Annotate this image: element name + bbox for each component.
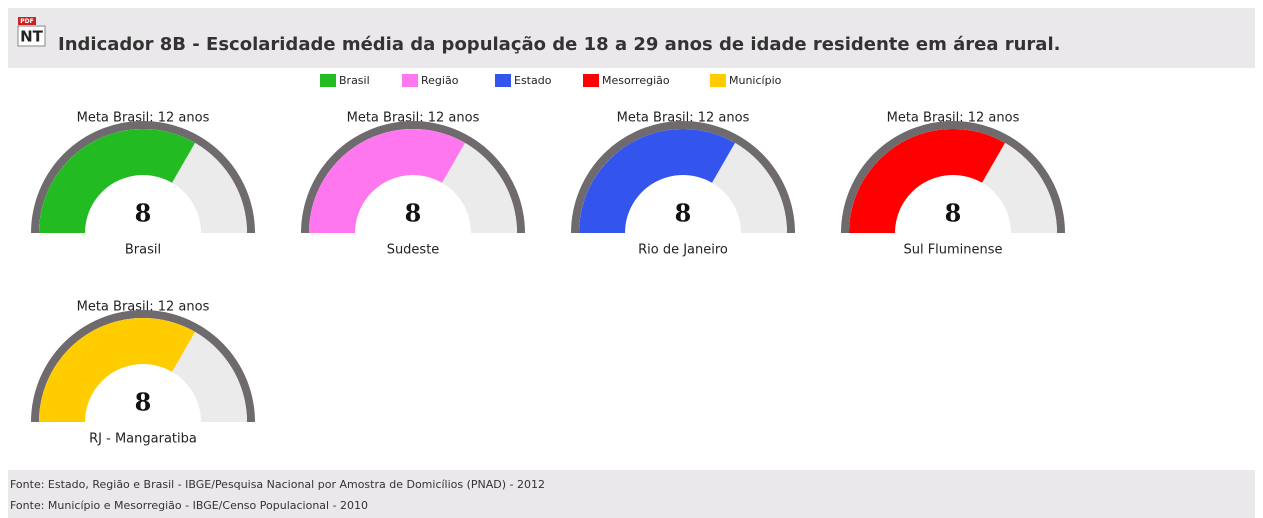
gauge-label: RJ - Mangaratiba bbox=[89, 432, 197, 447]
legend-swatch bbox=[402, 74, 418, 87]
legend-swatch bbox=[495, 74, 511, 87]
legend-swatch bbox=[583, 74, 599, 87]
gauge-fill bbox=[849, 128, 1005, 233]
gauge-title: Meta Brasil: 12 anos bbox=[77, 300, 210, 315]
pdf-badge[interactable] bbox=[18, 17, 36, 25]
gauge-value: 8 bbox=[135, 388, 152, 417]
gauge-fill bbox=[39, 128, 195, 233]
gauge-title: Meta Brasil: 12 anos bbox=[617, 111, 750, 126]
gauge-label: Sul Fluminense bbox=[903, 243, 1002, 258]
gauge-value: 8 bbox=[405, 199, 422, 228]
header-bar bbox=[8, 8, 1255, 68]
legend-label: Região bbox=[421, 74, 459, 87]
page-title: Indicador 8B - Escolaridade média da pop… bbox=[58, 34, 1060, 55]
pdf-icon[interactable]: PDF NT bbox=[17, 17, 46, 47]
gauge-fill bbox=[579, 128, 735, 233]
gauge-label: Sudeste bbox=[387, 243, 440, 258]
gauge-value: 8 bbox=[945, 199, 962, 228]
legend-label: Mesorregião bbox=[602, 74, 670, 87]
pdf-badge-text[interactable]: PDF bbox=[20, 18, 33, 25]
gauge-fill bbox=[39, 317, 195, 422]
gauge-title: Meta Brasil: 12 anos bbox=[77, 111, 210, 126]
footer-bar bbox=[8, 470, 1255, 518]
source-note: Fonte: Estado, Região e Brasil - IBGE/Pe… bbox=[10, 478, 545, 491]
gauge-fill bbox=[309, 128, 465, 233]
legend-label: Estado bbox=[514, 74, 552, 87]
legend-swatch bbox=[710, 74, 726, 87]
legend-label: Município bbox=[729, 74, 782, 87]
gauge-value: 8 bbox=[675, 199, 692, 228]
icon-text[interactable]: NT bbox=[20, 28, 44, 46]
legend-label: Brasil bbox=[339, 74, 370, 87]
legend-swatch bbox=[320, 74, 336, 87]
icon-box[interactable] bbox=[17, 25, 46, 47]
gauge-title: Meta Brasil: 12 anos bbox=[347, 111, 480, 126]
source-note: Fonte: Município e Mesorregião - IBGE/Ce… bbox=[10, 499, 368, 512]
gauge-label: Brasil bbox=[125, 243, 161, 258]
gauge-value: 8 bbox=[135, 199, 152, 228]
gauge-title: Meta Brasil: 12 anos bbox=[887, 111, 1020, 126]
gauge-label: Rio de Janeiro bbox=[638, 243, 728, 258]
